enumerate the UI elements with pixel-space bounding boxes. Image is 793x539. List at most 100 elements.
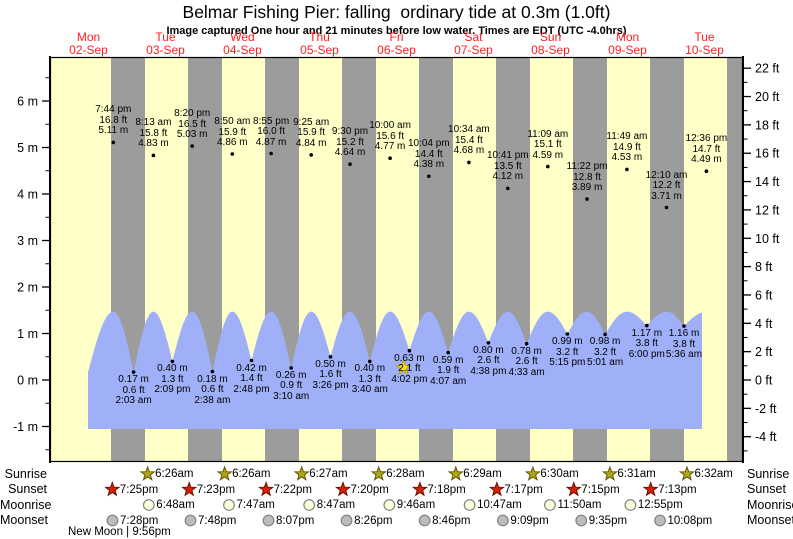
row-label-sunset-left: Sunset — [8, 482, 47, 496]
high-tide-label: 8:13 am 15.8 ft 4.83 m — [135, 117, 172, 150]
moonrise-circle — [544, 499, 556, 511]
sunrise-star — [678, 465, 695, 481]
left-axis-tick-label: 4 m — [17, 188, 38, 202]
low-tide-label: 0.50 m 1.6 ft 3:26 pm — [312, 358, 349, 391]
left-axis-tick-label: 6 m — [17, 95, 38, 109]
sunrise-star — [216, 465, 233, 481]
day-label: Tue 10-Sep — [685, 30, 724, 57]
moonset-circle — [575, 514, 588, 527]
moonset-circle — [184, 514, 197, 527]
sunset-star — [411, 481, 428, 497]
low-tide-label: 0.63 m 2.1 ft 4:02 pm — [391, 352, 428, 385]
high-tide-label: 9:25 am 15.9 ft 4.84 m — [293, 116, 330, 149]
sunset-time: 7:18pm — [427, 483, 466, 496]
sunset-time: 7:25pm — [119, 483, 159, 496]
low-tide-label: 0.40 m 1.3 ft 2:09 pm — [154, 363, 191, 396]
chart-subtitle: Image captured One hour and 21 minutes b… — [166, 25, 627, 37]
row-label-sunrise-left: Sunrise — [4, 466, 47, 481]
high-tide-label: 8:20 pm 16.5 ft 5.03 m — [174, 108, 211, 141]
high-tide-label: 11:49 am 14.9 ft 4.53 m — [606, 131, 648, 164]
low-tide-label: 0.26 m 0.9 ft 3:10 am — [273, 369, 310, 402]
sunrise-time: 6:30am — [540, 468, 579, 480]
sunset-star — [258, 481, 275, 497]
high-tide-label: 12:36 pm 14.7 ft 4.49 m — [685, 133, 728, 166]
moonset-time: 8:26pm — [354, 514, 393, 527]
sunrise-time: 6:28am — [386, 468, 425, 480]
row-label-moonset-right: Moonset — [747, 513, 793, 527]
low-tide-label: 0.59 m 1.9 ft 4:07 am — [430, 354, 467, 387]
right-axis-tick-label: 12 ft — [755, 203, 780, 217]
low-tide-label: 0.18 m 0.6 ft 2:38 am — [194, 373, 231, 406]
right-axis-tick-label: 20 ft — [755, 90, 780, 104]
right-axis-tick-label: -2 ft — [755, 402, 777, 416]
low-tide-label: 0.99 m 3.2 ft 5:15 pm — [549, 336, 586, 368]
sunrise-time: 6:29am — [463, 468, 502, 480]
day-label: Sat 07-Sep — [454, 30, 493, 57]
moonset-time: 8:07pm — [276, 514, 315, 527]
high-tide-label: 10:00 am 15.6 ft 4.77 m — [369, 120, 411, 153]
right-axis-tick-label: -4 ft — [755, 430, 777, 444]
moonrise-time: 9:46am — [396, 499, 436, 511]
right-axis-tick-label: 14 ft — [755, 175, 780, 189]
moonset-circle — [496, 514, 509, 527]
day-label: Mon 09-Sep — [608, 30, 647, 57]
moonset-time: 9:35pm — [588, 514, 628, 527]
right-axis-tick-label: 10 ft — [755, 232, 780, 246]
moonset-circle — [340, 514, 353, 527]
right-axis-tick-label: 0 ft — [755, 374, 773, 388]
sunset-time: 7:15pm — [581, 483, 620, 496]
high-tide-label: 10:41 pm 13.5 ft 4.12 m — [486, 150, 529, 183]
low-tide-label: 0.40 m 1.3 ft 3:40 am — [351, 363, 388, 396]
sunset-time: 7:17pm — [504, 483, 543, 496]
right-axis-tick-label: 18 ft — [755, 118, 780, 132]
moonrise-circle — [383, 499, 396, 511]
sunrise-star — [139, 465, 156, 481]
high-tide-label: 8:50 am 15.9 ft 4.86 m — [214, 116, 251, 148]
right-axis-tick-label: 4 ft — [755, 317, 773, 331]
row-label-moonrise-right: Moonrise — [747, 497, 793, 512]
sunrise-star — [601, 465, 618, 481]
moonrise-time: 11:50am — [557, 499, 602, 511]
low-tide-label: 1.17 m 3.8 ft 6:00 pm — [628, 327, 665, 360]
sunrise-star — [293, 465, 310, 481]
moonrise-time: 7:47am — [236, 499, 275, 511]
moonrise-time: 10:47am — [477, 499, 522, 511]
sunset-star — [642, 481, 659, 497]
sunset-time: 7:13pm — [658, 483, 697, 496]
moonset-time: 7:28pm — [120, 514, 159, 527]
sunrise-time: 6:27am — [309, 468, 348, 480]
moonrise-circle — [463, 499, 476, 511]
left-axis-tick-label: 0 m — [17, 374, 38, 388]
new-moon-note: New Moon | 9:56pm — [68, 526, 171, 538]
moonrise-time: 6:48am — [156, 499, 195, 511]
night-band — [727, 57, 743, 462]
sunset-star — [104, 481, 121, 497]
right-axis-tick-label: 16 ft — [755, 147, 780, 161]
sunset-star — [488, 481, 505, 497]
row-label-moonset-left: Moonset — [0, 513, 48, 527]
high-tide-label: 11:22 pm 12.8 ft 3.89 m — [566, 161, 608, 194]
moonrise-time: 8:47am — [316, 499, 356, 511]
moonset-circle — [654, 514, 666, 527]
sunrise-star — [447, 465, 464, 481]
moonset-time: 7:48pm — [198, 514, 237, 527]
sunrise-time: 6:31am — [617, 468, 656, 480]
low-tide-label: 0.17 m 0.6 ft 2:03 am — [115, 374, 152, 407]
sunrise-time: 6:32am — [694, 468, 733, 480]
night-band — [496, 57, 531, 462]
low-tide-label: 0.42 m 1.4 ft 2:48 pm — [233, 362, 270, 395]
sunrise-star — [370, 465, 387, 481]
high-tide-label: 10:04 pm 14.4 ft 4.38 m — [407, 138, 450, 171]
sunset-star — [335, 481, 352, 497]
sunset-star — [181, 481, 198, 497]
low-tide-label: 0.78 m 2.6 ft 4:33 am — [508, 345, 545, 378]
right-axis-tick-label: 6 ft — [755, 288, 773, 302]
night-band — [650, 57, 685, 462]
sunset-time: 7:22pm — [273, 483, 312, 496]
night-band — [573, 57, 608, 462]
sunrise-time: 6:26am — [155, 468, 194, 480]
high-tide-label: 9:30 pm 15.2 ft 4.64 m — [331, 126, 369, 159]
day-label: Fri 06-Sep — [377, 30, 416, 57]
moonset-circle — [418, 514, 431, 527]
